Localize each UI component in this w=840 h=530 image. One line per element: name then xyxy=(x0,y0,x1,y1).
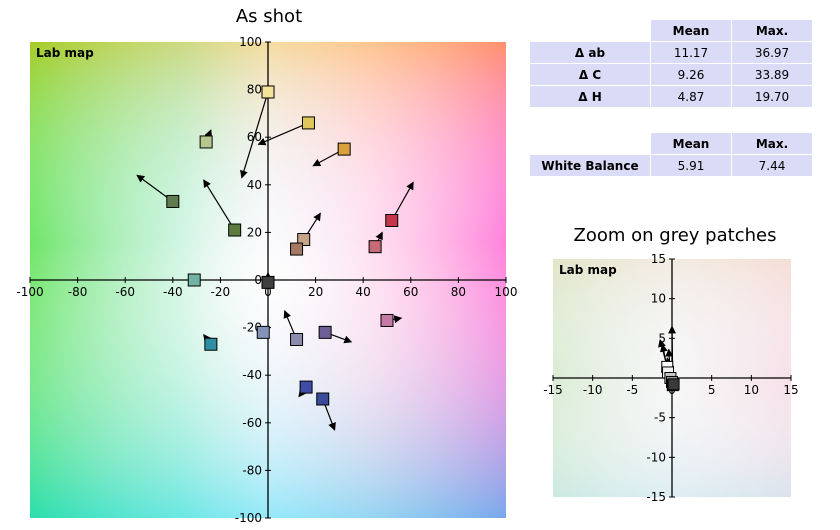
y-tick-label: 40 xyxy=(247,178,262,192)
patch-marker xyxy=(199,135,213,149)
patch-marker xyxy=(204,337,218,351)
patch-marker xyxy=(261,275,275,289)
patch-marker xyxy=(337,142,351,156)
row-label: Δ C xyxy=(529,63,651,86)
table-row: Δ H 4.87 19.70 xyxy=(529,85,813,108)
patch-marker xyxy=(166,194,180,208)
y-tick-label: 20 xyxy=(247,225,262,239)
y-tick-label: 10 xyxy=(651,292,666,306)
table-header-row: Mean Max. xyxy=(529,19,813,42)
row-mean: 11.17 xyxy=(650,41,732,64)
y-tick-label: -60 xyxy=(242,416,262,430)
patch-marker xyxy=(385,214,399,227)
x-tick-label: -60 xyxy=(115,285,135,299)
x-tick-label: 20 xyxy=(308,285,323,299)
y-tick-label: -5 xyxy=(654,411,666,425)
shift-arrow xyxy=(240,91,269,179)
y-tick-label: 100 xyxy=(239,35,262,49)
header-mean: Mean xyxy=(650,19,732,42)
lab-map-label: Lab map xyxy=(559,263,617,277)
x-tick-label: 15 xyxy=(783,383,798,397)
header-mean: Mean xyxy=(650,132,732,155)
row-max: 7.44 xyxy=(731,154,813,177)
table-row: Δ C 9.26 33.89 xyxy=(529,63,813,86)
header-cell xyxy=(529,132,651,155)
y-tick-label: -15 xyxy=(646,490,666,504)
x-tick-label: -100 xyxy=(16,285,43,299)
patch-marker xyxy=(301,116,315,130)
x-tick-label: -80 xyxy=(68,285,88,299)
patch-marker xyxy=(290,242,304,256)
y-tick-label: -80 xyxy=(242,463,262,477)
zoom-chart-title: Zoom on grey patches xyxy=(573,225,777,246)
patch-marker xyxy=(256,325,270,339)
delta-stats-table: Mean Max. Δ ab 11.17 36.97 Δ C 9.26 33.8… xyxy=(529,19,813,108)
patch-marker xyxy=(297,233,311,247)
row-mean: 5.91 xyxy=(650,154,732,177)
x-tick-label: 40 xyxy=(356,285,371,299)
row-max: 19.70 xyxy=(731,85,813,108)
y-tick-label: 80 xyxy=(247,83,262,97)
x-tick-label: -40 xyxy=(163,285,183,299)
patch-marker xyxy=(380,313,394,327)
y-tick-label: -10 xyxy=(646,450,666,464)
row-max: 36.97 xyxy=(731,41,813,64)
x-tick-label: 0 xyxy=(264,285,272,299)
row-mean: 9.26 xyxy=(650,63,732,86)
x-tick-label: -20 xyxy=(211,285,231,299)
patch-marker xyxy=(299,380,313,394)
row-mean: 4.87 xyxy=(650,85,732,108)
row-label: Δ ab xyxy=(529,41,651,64)
x-tick-label: 5 xyxy=(708,383,716,397)
y-tick-label: 0 xyxy=(254,273,262,287)
patch-marker xyxy=(667,378,680,391)
x-tick-label: 100 xyxy=(495,285,518,299)
main-chart-title: As shot xyxy=(235,6,303,27)
lab-map-chart: Lab map -100 -80 -60 -40 -20 0 20 40 60 80 100 -100 -… xyxy=(16,35,518,525)
x-tick-label: -10 xyxy=(583,383,603,397)
table-row: Δ ab 11.17 36.97 xyxy=(529,41,813,64)
patch-marker xyxy=(368,240,382,254)
patch-marker xyxy=(228,223,242,237)
shift-arrow xyxy=(203,179,236,231)
x-tick-label: 60 xyxy=(403,285,418,299)
patch-marker xyxy=(290,333,304,346)
x-tick-label: 10 xyxy=(744,383,759,397)
y-tick-label: -40 xyxy=(242,368,262,382)
lab-map-label: Lab map xyxy=(36,46,94,60)
y-tick-label: 15 xyxy=(651,252,666,266)
patch-marker xyxy=(316,392,330,406)
x-tick-label: 80 xyxy=(451,285,466,299)
x-tick-label: -15 xyxy=(543,383,563,397)
header-max: Max. xyxy=(731,19,813,42)
patch-marker xyxy=(187,273,201,287)
x-tick-label: -5 xyxy=(626,383,638,397)
header-cell xyxy=(529,19,651,42)
table-header-row: Mean Max. xyxy=(529,132,813,155)
white-balance-table: Mean Max. White Balance 5.91 7.44 xyxy=(529,132,813,177)
y-tick-label: -100 xyxy=(235,511,262,525)
row-label: White Balance xyxy=(529,154,651,177)
patch-marker xyxy=(261,85,275,99)
patch-marker xyxy=(318,325,332,339)
row-max: 33.89 xyxy=(731,63,813,86)
header-max: Max. xyxy=(731,132,813,155)
y-tick-label: 5 xyxy=(658,331,666,345)
table-row: White Balance 5.91 7.44 xyxy=(529,154,813,177)
row-label: Δ H xyxy=(529,85,651,108)
shift-arrow xyxy=(257,122,309,146)
